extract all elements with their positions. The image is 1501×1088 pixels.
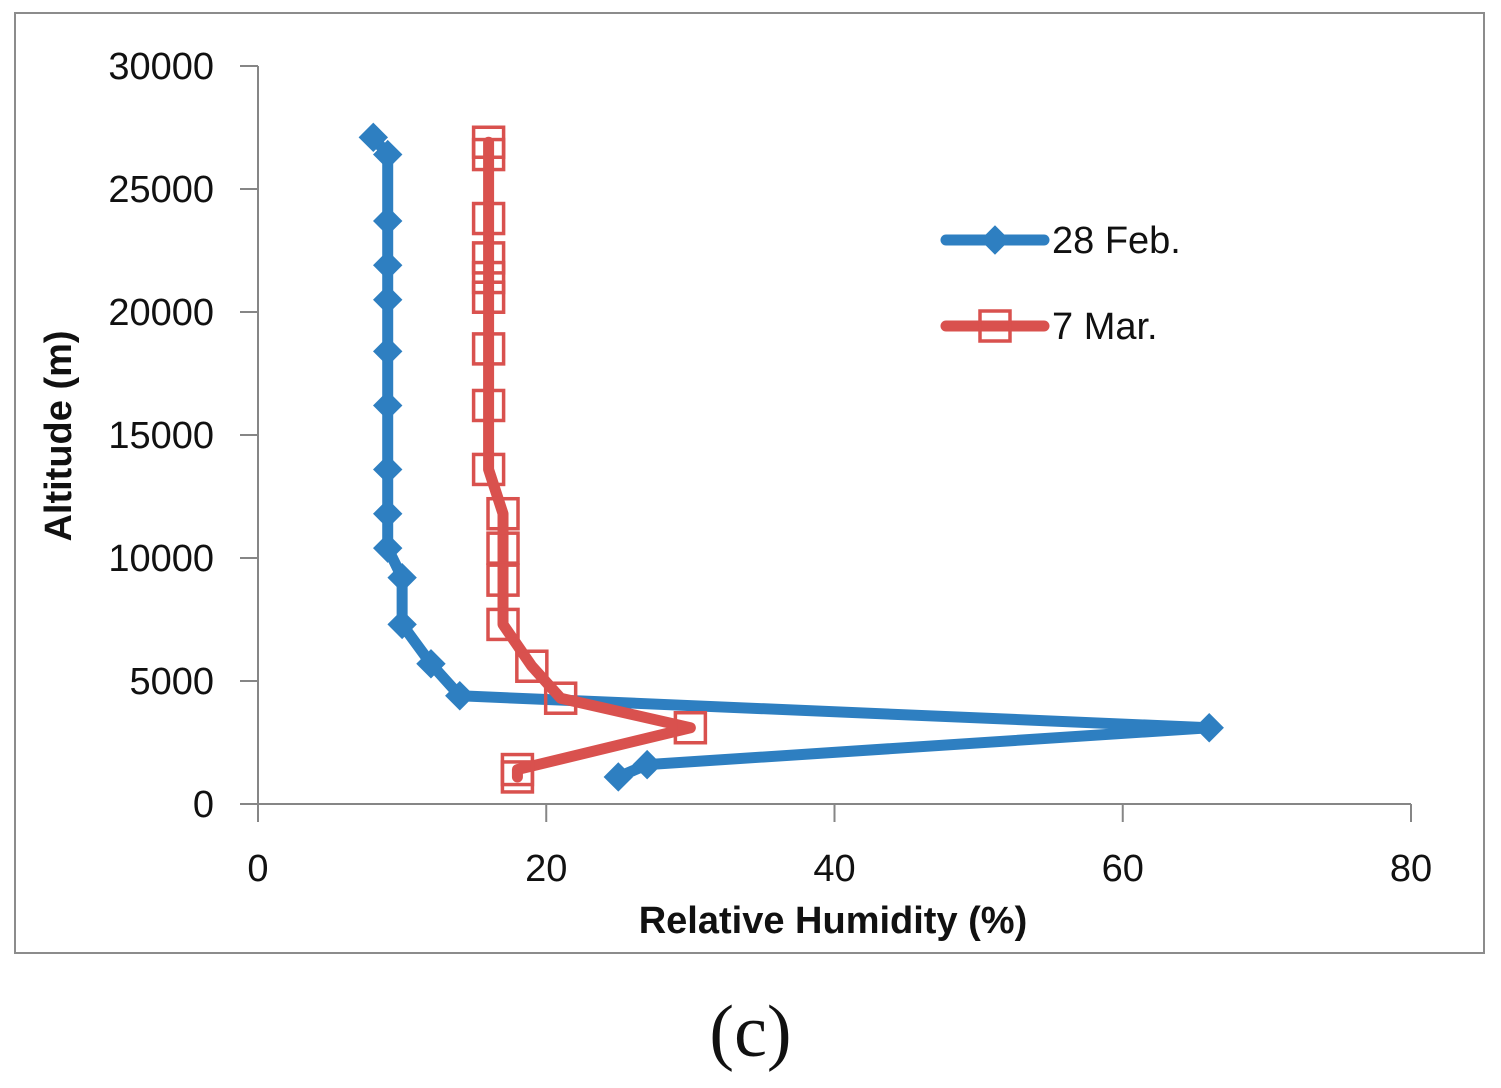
data-point [373,390,403,421]
data-point [471,452,506,487]
x-tick-label: 80 [1390,848,1432,890]
data-point [358,122,389,153]
data-point [471,260,506,295]
data-point [373,533,403,563]
chart-frame [14,12,1485,954]
data-point [486,496,520,531]
data-point [471,137,506,172]
x-tick-label: 40 [813,848,855,890]
y-axis-title: Altitude (m) [38,330,80,541]
data-point [515,649,549,683]
data-point [471,332,506,366]
data-point [500,760,535,794]
data-point [373,250,403,280]
data-point [387,562,417,593]
data-point [373,139,403,170]
x-axis-title: Relative Humidity (%) [639,900,1028,942]
data-point [603,762,634,792]
data-point [673,710,708,745]
data-point [632,749,662,780]
data-point [373,499,403,529]
x-tick-label: 20 [525,848,567,890]
data-point [486,531,520,565]
y-tick-label: 25000 [108,169,214,211]
series-layer [358,122,1224,794]
data-point [416,649,446,679]
y-tick-label: 5000 [129,661,214,703]
legend: 28 Feb. 7 Mar. [940,220,1181,348]
data-point [486,563,520,597]
panel-caption: (c) [709,991,792,1073]
y-tick-label: 30000 [108,46,214,88]
y-tick-label: 15000 [108,415,214,457]
legend-item: 28 Feb. [940,220,1181,262]
data-point [471,280,506,314]
data-point [373,284,403,315]
data-point [471,201,506,236]
data-point [445,681,475,711]
y-tick-label: 10000 [108,538,214,580]
data-point [373,454,403,485]
legend-item: 7 Mar. [940,306,1158,348]
axes: 0 5000 10000 15000 20000 25000 30000 0 20 40 60 80 [108,46,1432,890]
data-point [387,609,417,640]
y-tick-label: 20000 [108,292,214,334]
y-tick-label: 0 [193,784,214,826]
legend-marker [980,225,1010,255]
data-point [1194,713,1224,743]
x-tick-label: 60 [1102,848,1144,890]
data-point [373,336,403,367]
legend-marker [978,309,1012,343]
data-point [471,241,506,275]
series-feb-28 [358,122,1224,792]
x-tick-label: 0 [247,848,268,890]
data-point [373,206,403,236]
data-point [471,388,506,423]
data-point [543,681,578,715]
legend-label: 28 Feb. [1052,220,1181,262]
data-point [486,607,520,642]
series-mar-7 [471,125,708,794]
series-line [483,136,696,783]
legend-label: 7 Mar. [1052,306,1158,348]
